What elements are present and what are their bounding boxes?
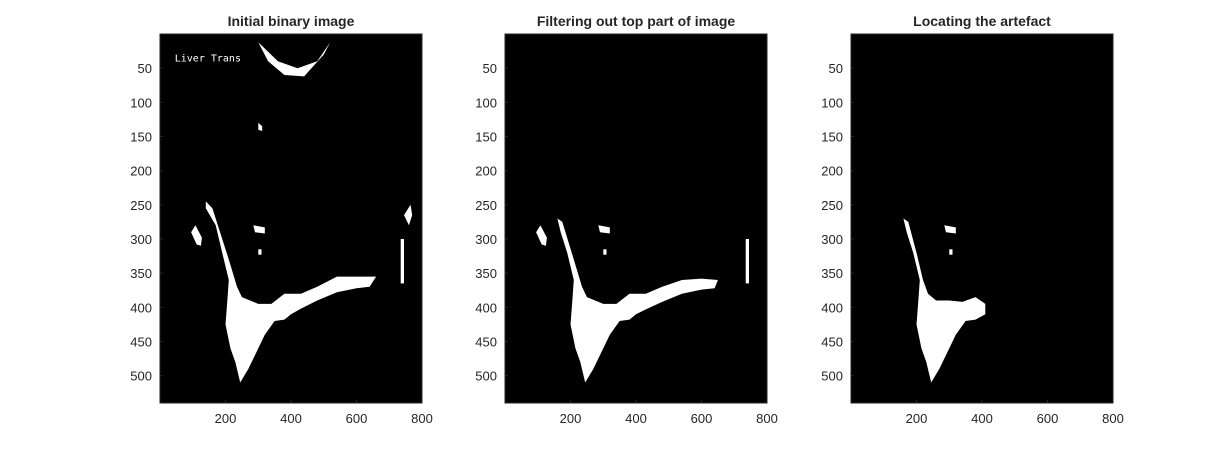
white-region-small-blob-2 <box>603 249 607 255</box>
y-tick-label: 400 <box>821 300 843 315</box>
white-region-left-speckle <box>191 225 202 246</box>
x-tick-label: 200 <box>560 411 582 426</box>
y-tick-label: 50 <box>138 61 152 76</box>
y-tick-label: 100 <box>821 95 843 110</box>
x-tick-label: 200 <box>906 411 928 426</box>
x-tick-label: 800 <box>411 411 433 426</box>
y-tick-label: 300 <box>130 232 152 247</box>
y-tick-label: 150 <box>475 130 497 145</box>
y-tick-label: 250 <box>821 198 843 213</box>
white-region-artefact-body <box>903 218 986 383</box>
y-tick-label: 450 <box>475 335 497 350</box>
y-tick-label: 450 <box>821 335 843 350</box>
subplot-title: Initial binary image <box>228 13 355 29</box>
subplot-3: 200 400 600 800 50 100 150 200 250 300 350 400 450 50… <box>821 13 1124 426</box>
white-region-small-blob-2 <box>949 249 953 255</box>
subplot-1: Liver Trans 200 400 600 800 50 100 150 200 250 300… <box>130 13 433 426</box>
y-tick-label: 400 <box>475 300 497 315</box>
white-region-small-mid-blob <box>253 225 265 234</box>
y-tick-label: 300 <box>821 232 843 247</box>
white-region-small-mid-blob <box>598 225 610 234</box>
x-tick-label: 600 <box>691 411 713 426</box>
y-tick-label: 350 <box>475 266 497 281</box>
y-tick-label: 200 <box>821 164 843 179</box>
white-region-small-blob-upper <box>258 122 263 131</box>
y-tick-label: 400 <box>130 300 152 315</box>
subplot-title: Filtering out top part of image <box>537 13 736 29</box>
y-tick-label: 200 <box>130 164 152 179</box>
white-region-right-edge-blob <box>404 204 413 226</box>
y-tick-label: 200 <box>475 164 497 179</box>
image-background <box>505 34 767 403</box>
y-tick-label: 250 <box>130 198 152 213</box>
y-tick-label: 100 <box>475 95 497 110</box>
white-region-header-text-arc <box>258 42 331 77</box>
x-tick-label: 400 <box>625 411 647 426</box>
y-tick-label: 300 <box>475 232 497 247</box>
y-tick-label: 100 <box>130 95 152 110</box>
white-region-right-edge-streak <box>400 239 404 284</box>
white-region-right-edge-streak <box>745 239 749 284</box>
embedded-image-text: Liver Trans <box>175 53 241 64</box>
white-region-small-mid-blob <box>944 225 956 234</box>
x-tick-label: 400 <box>971 411 993 426</box>
y-tick-label: 50 <box>829 61 843 76</box>
x-tick-label: 800 <box>756 411 778 426</box>
y-tick-label: 500 <box>821 369 843 384</box>
x-tick-label: 400 <box>280 411 302 426</box>
white-region-artefact-arm <box>557 218 718 383</box>
image-background <box>160 34 422 403</box>
x-tick-label: 800 <box>1102 411 1124 426</box>
y-tick-label: 500 <box>475 369 497 384</box>
white-region-small-blob-2 <box>258 249 262 255</box>
image-background <box>851 34 1113 403</box>
x-tick-label: 200 <box>215 411 237 426</box>
subplot-2: 200 400 600 800 50 100 150 200 250 300 350 400 450 50… <box>475 13 778 426</box>
white-region-artefact-arm <box>205 201 377 383</box>
y-tick-label: 150 <box>821 130 843 145</box>
y-tick-label: 350 <box>821 266 843 281</box>
y-tick-label: 150 <box>130 130 152 145</box>
y-tick-label: 500 <box>130 369 152 384</box>
y-tick-label: 250 <box>475 198 497 213</box>
x-tick-label: 600 <box>346 411 368 426</box>
white-region-left-speckle <box>536 225 547 246</box>
x-tick-label: 600 <box>1037 411 1059 426</box>
y-tick-label: 350 <box>130 266 152 281</box>
y-tick-label: 450 <box>130 335 152 350</box>
subplot-title: Locating the artefact <box>913 13 1051 29</box>
y-tick-label: 50 <box>483 61 497 76</box>
